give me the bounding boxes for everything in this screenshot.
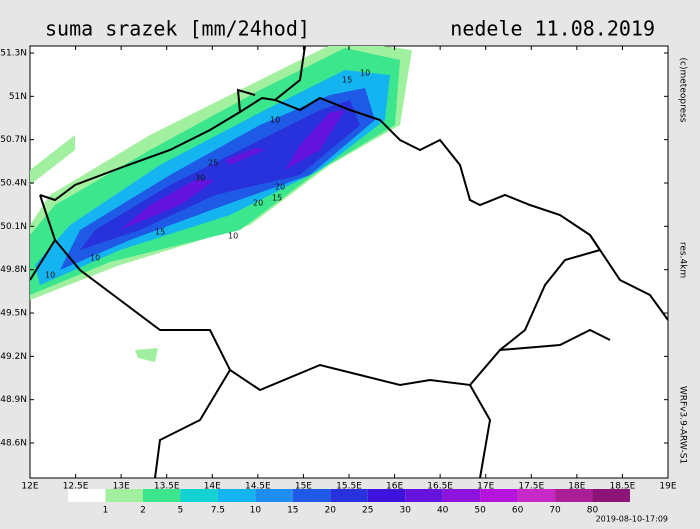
lon-label: 17.5E [518,482,544,492]
legend-label: 25 [362,506,373,516]
lat-label: 50.7N [0,135,27,145]
legend-label: 5 [178,506,184,516]
lat-label: 50.4N [0,179,27,189]
legend-cell [105,489,143,502]
precipitation [30,46,412,362]
lat-label: 49.8N [0,265,27,275]
legend-cell [180,489,218,502]
borders [30,46,668,478]
legend-cell [442,489,481,502]
contour-label: 15 [272,194,282,203]
lon-label: 13E [113,482,130,492]
lat-label: 48.9N [0,395,27,405]
lon-label: 15E [295,482,312,492]
lon-label: 17E [477,482,494,492]
contour-labels: 10 15 20 10 15 25 20 30 10 15 10 10 [45,69,370,280]
contour-label: 10 [228,232,238,241]
legend-label: 30 [399,506,411,516]
title: suma srazek [mm/24hod] [45,17,310,41]
lon-label: 19E [659,482,676,492]
legend-cell [292,489,331,502]
legend-label: 50 [474,506,486,516]
legend-cell [367,489,406,502]
lon-label: 16E [386,482,403,492]
contour-label: 10 [270,116,280,125]
legend-label: 1 [103,506,109,516]
legend-cell [480,489,518,502]
lat-label: 49.2N [0,352,27,362]
contour-label: 20 [253,199,263,208]
legend-cell [255,489,293,502]
contour-label: 15 [155,228,165,237]
lon-label: 16.5E [427,482,453,492]
legend-cell [330,489,368,502]
legend-label: 70 [549,506,561,516]
legend-label: 7.5 [211,506,225,516]
lon-label: 12.5E [63,482,89,492]
contour-label: 15 [342,76,352,85]
contour-label: 10 [360,69,370,78]
legend-cell [517,489,556,502]
timestamp: 2019-08-10-17:09 [596,515,668,524]
contour-label: 30 [195,174,205,183]
contour-label: 10 [90,254,100,263]
legend-cell [592,489,630,502]
legend-cell [405,489,443,502]
legend-cell [68,489,106,502]
contour-label: 25 [208,159,218,168]
legend-label: 2 [140,506,146,516]
legend-label: 40 [437,506,449,516]
legend-label: 60 [512,506,524,516]
legend-label: 80 [587,506,599,516]
lat-label: 48.6N [0,439,27,449]
lon-label: 14.5E [245,482,271,492]
legend-label: 10 [250,506,262,516]
resolution: res.4km [678,242,688,278]
legend-label: 20 [325,506,337,516]
contour-label: 10 [45,271,55,280]
model: WRFv3.9-ARW-S1 [678,386,688,464]
legend-label: 15 [287,506,298,516]
contour-label: 20 [275,183,285,192]
lon-label: 12E [21,482,38,492]
legend-cell [142,489,181,502]
lat-label: 51N [9,92,27,102]
lat-label: 49.5N [0,309,27,319]
date: nedele 11.08.2019 [450,17,655,41]
copyright: (c)meteopress [678,58,688,123]
lon-label: 13.5E [154,482,180,492]
lon-label: 18E [568,482,585,492]
lon-label: 14E [204,482,221,492]
lon-label: 15.5E [336,482,362,492]
legend-cell [555,489,593,502]
legend-cell [217,489,256,502]
lon-label: 18.5E [610,482,636,492]
lat-label: 50.1N [0,222,27,232]
lat-label: 51.3N [0,49,27,59]
